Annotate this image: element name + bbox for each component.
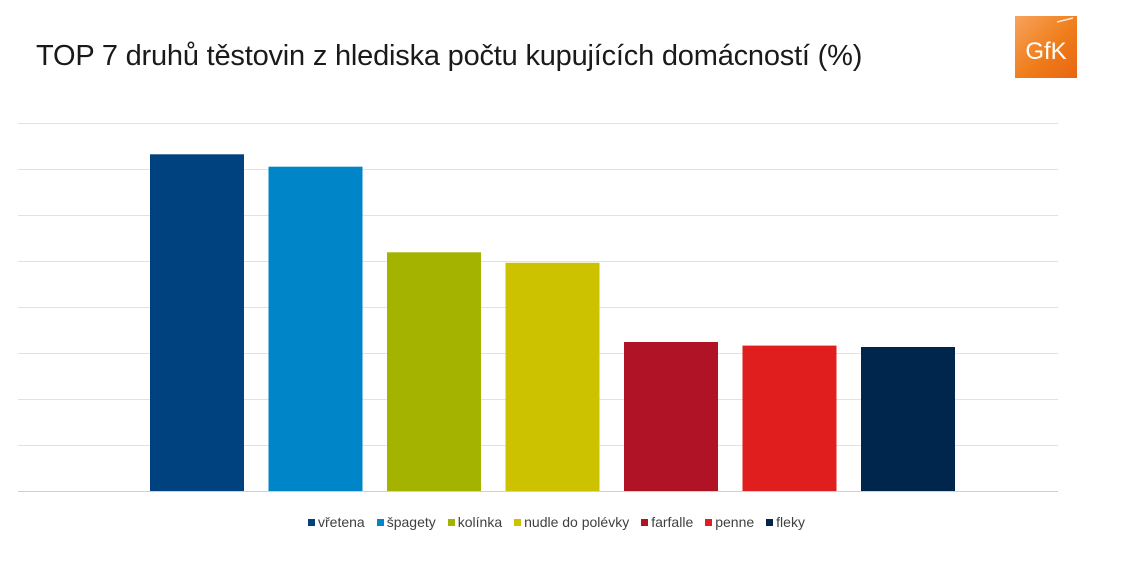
legend-item: špagety — [376, 514, 436, 530]
bar-4 — [505, 262, 600, 491]
legend-label: penne — [715, 514, 755, 530]
legend-label: farfalle — [651, 514, 694, 530]
legend-item: kolínka — [447, 514, 503, 530]
bar-3 — [387, 252, 481, 491]
legend-swatch — [308, 518, 316, 526]
legend-label: špagety — [386, 514, 436, 530]
chart-legend: vřetena špagety kolínka nudle do polévky far… — [0, 514, 1113, 530]
gfk-logo: GfK — [1015, 16, 1077, 78]
bar-6 — [742, 345, 837, 491]
legend-item: vřetena — [308, 514, 365, 530]
legend-swatch — [447, 518, 455, 526]
chart-title: TOP 7 druhů těstovin z hlediska počtu ku… — [36, 40, 863, 72]
legend-item: penne — [705, 514, 754, 530]
legend-label: vřetena — [318, 514, 365, 530]
legend-item: nudle do polévky — [514, 514, 629, 530]
bar-2 — [268, 166, 363, 491]
gfk-logo-text: GfK — [1025, 38, 1066, 65]
bar-7 — [861, 347, 955, 491]
legend-swatch — [376, 518, 384, 526]
legend-label: fleky — [776, 514, 805, 530]
legend-item: farfalle — [641, 514, 693, 530]
legend-item: fleky — [766, 514, 805, 530]
legend-label: nudle do polévky — [524, 514, 630, 530]
legend-swatch — [641, 518, 649, 526]
bar-5 — [624, 342, 718, 491]
legend-swatch — [766, 518, 774, 526]
bar-1 — [150, 154, 244, 492]
legend-label: kolínka — [457, 514, 503, 530]
legend-swatch — [705, 518, 713, 526]
legend-swatch — [514, 518, 522, 526]
